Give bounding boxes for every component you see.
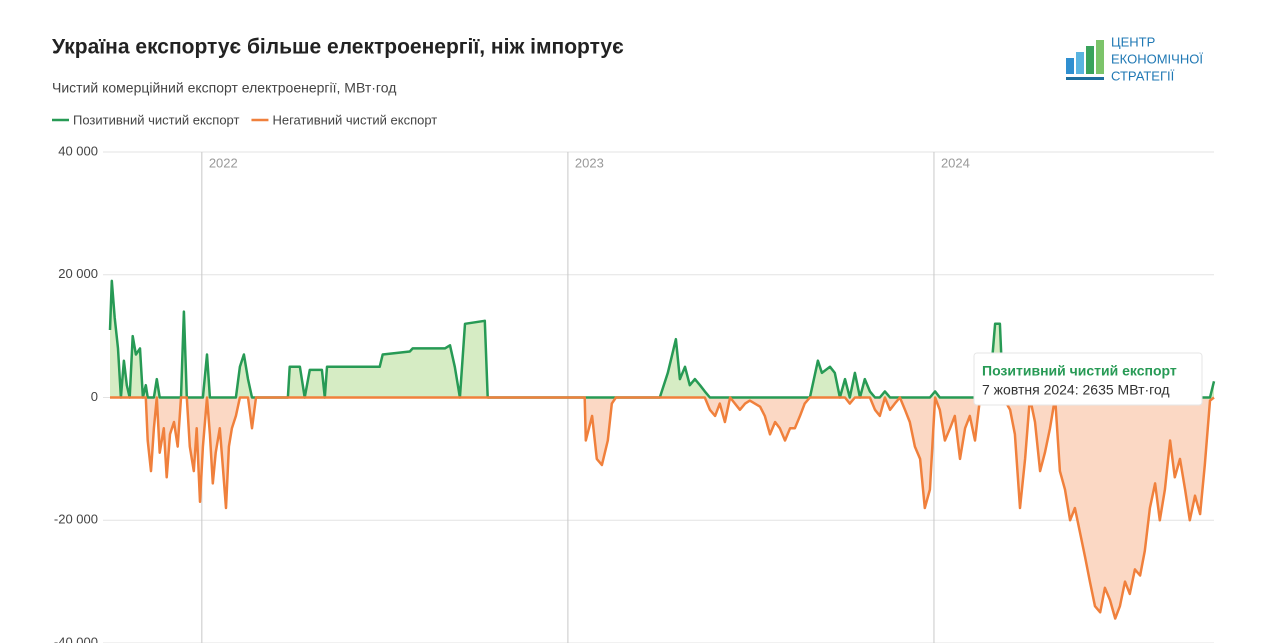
logo-text: ЦЕНТР: [1111, 34, 1155, 49]
logo-icon: [1066, 40, 1104, 80]
tooltip: Позитивний чистий експорт 7 жовтня 2024: …: [973, 352, 1203, 406]
logo-text: ЕКОНОМІЧНОЇ: [1111, 51, 1203, 66]
logo-text: СТРАТЕГІЇ: [1111, 68, 1175, 83]
x-tick-label: 2024: [941, 155, 970, 170]
chart-subtitle: Чистий комерційний експорт електроенергі…: [52, 80, 396, 96]
x-tick-label: 2023: [575, 155, 604, 170]
y-tick-label: 20 000: [58, 266, 98, 281]
legend-label: Позитивний чистий експорт: [73, 112, 239, 127]
legend-label: Негативний чистий експорт: [272, 112, 437, 127]
series-area: [110, 397, 1214, 619]
y-tick-label: 0: [91, 389, 98, 404]
y-tick-label: -40 000: [54, 634, 98, 643]
y-tick-label: 40 000: [58, 143, 98, 158]
chart-title: Україна експортує більше електроенергії,…: [52, 36, 624, 59]
tooltip-text: 7 жовтня 2024: 2635 МВт·год: [982, 382, 1170, 398]
series-area: [110, 280, 1214, 398]
series-line: [110, 396, 1215, 620]
tooltip-title: Позитивний чистий експорт: [982, 363, 1177, 379]
x-tick-label: 2022: [209, 155, 238, 170]
tooltip-box: [973, 352, 1203, 406]
y-tick-label: -20 000: [54, 512, 98, 527]
